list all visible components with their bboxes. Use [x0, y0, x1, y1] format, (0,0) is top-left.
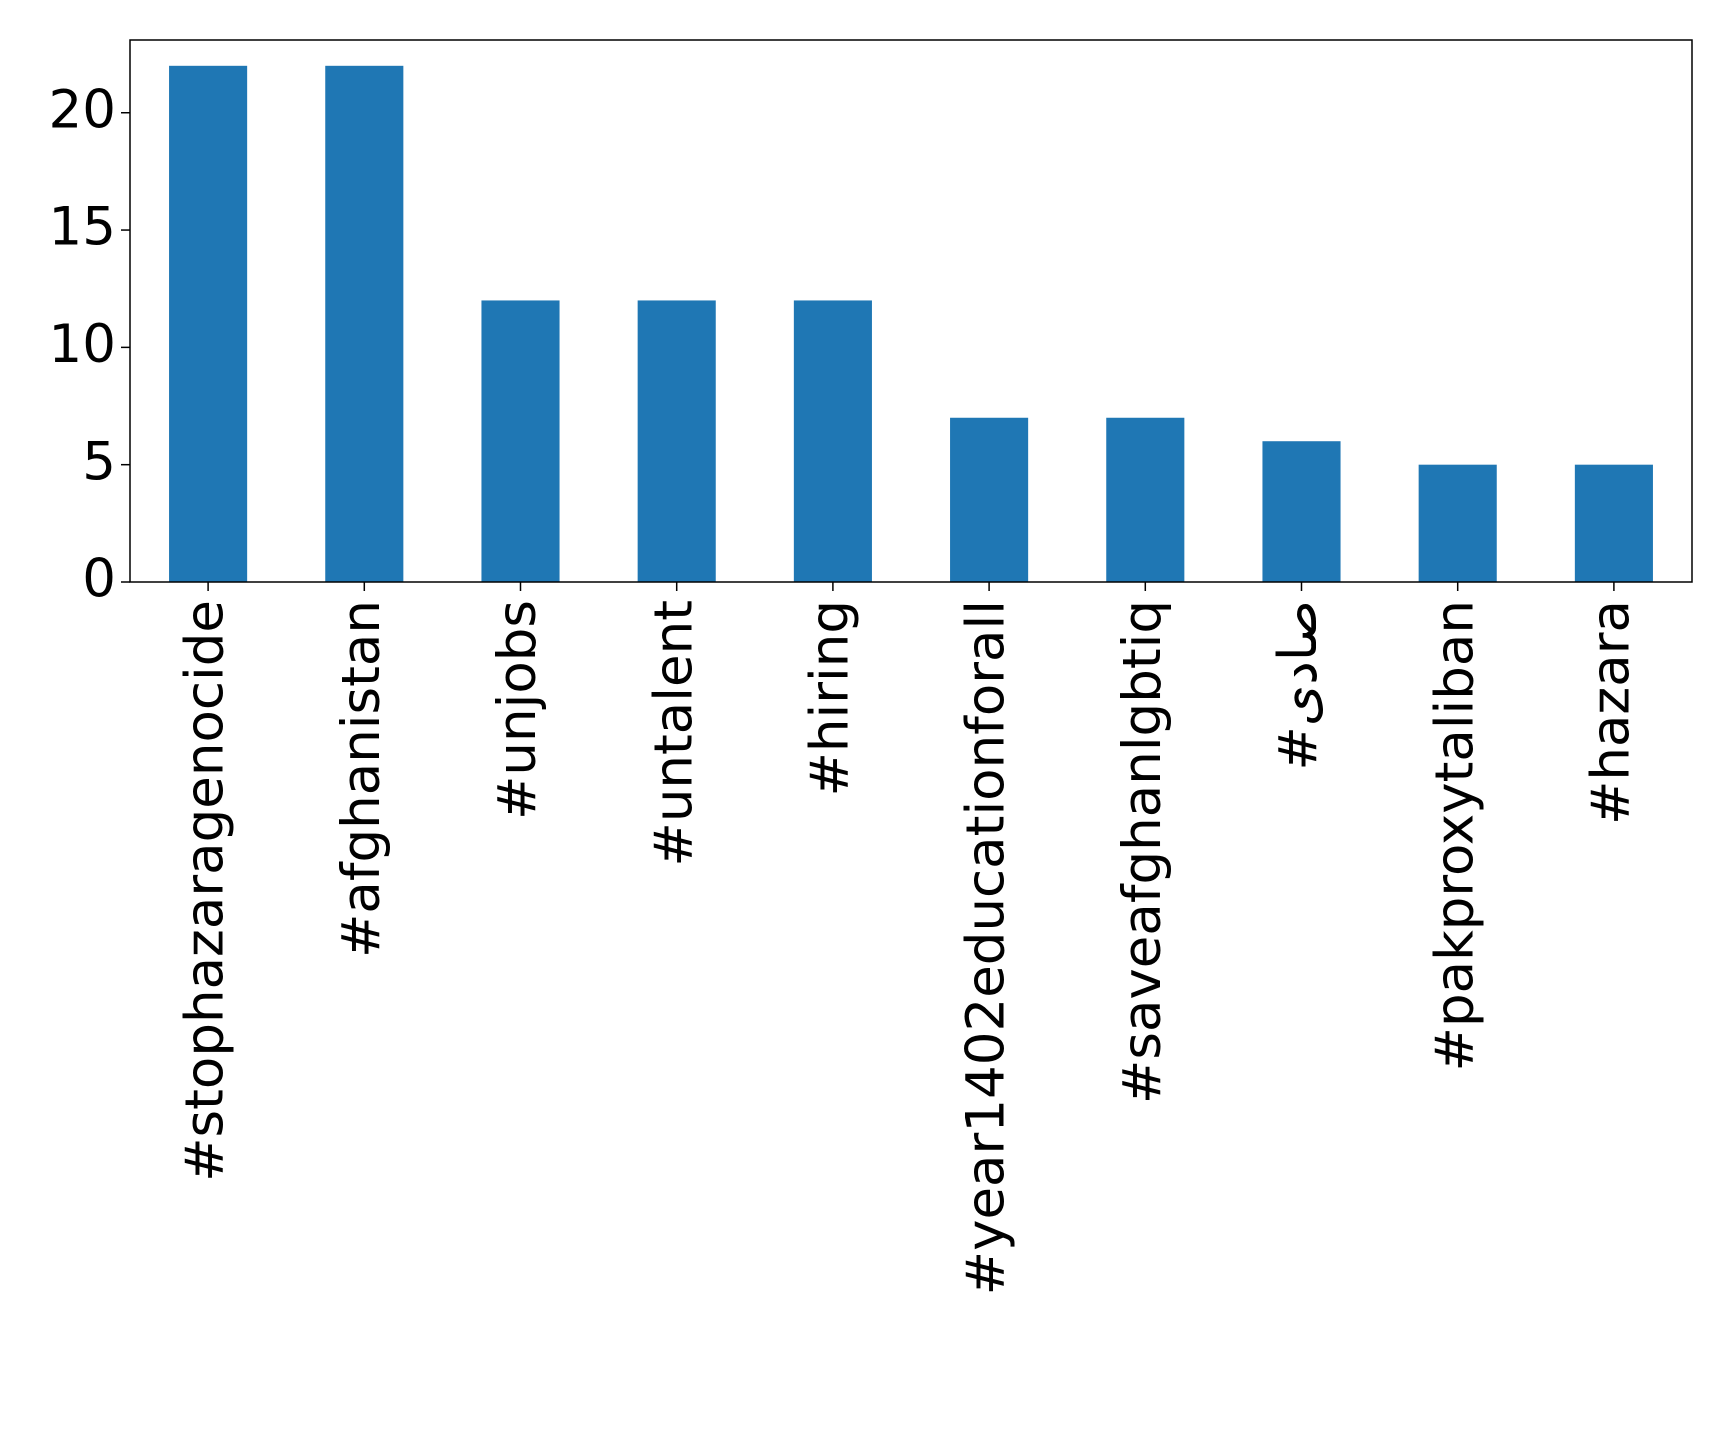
- x-tick-label: #saveafghanlgbtiq: [1112, 600, 1173, 1104]
- x-tick-label: #unjobs: [487, 600, 548, 820]
- plot-frame: [129, 39, 1693, 583]
- y-tick-label: 15: [49, 197, 116, 258]
- x-tick-label: #hiring: [800, 600, 861, 796]
- x-tick-label: #صادی: [1268, 600, 1329, 771]
- bar: [637, 300, 716, 582]
- bar: [1262, 441, 1341, 582]
- bar: [793, 300, 872, 582]
- x-tick-label: #afghanistan: [331, 600, 392, 958]
- x-tick-label: #hazara: [1581, 600, 1642, 825]
- bar: [325, 65, 404, 583]
- x-tick-label: #stophazaragenocide: [175, 600, 236, 1182]
- bar: [481, 300, 560, 582]
- x-tick-label: #year1402educationforall: [956, 600, 1017, 1295]
- y-tick-label: 5: [82, 431, 116, 492]
- bar: [1106, 417, 1185, 582]
- bar: [950, 417, 1029, 582]
- bar: [169, 65, 248, 583]
- bar: [1574, 464, 1653, 582]
- y-tick-label: 20: [49, 79, 116, 140]
- bar: [1418, 464, 1497, 582]
- x-tick-label: #untalent: [643, 600, 704, 867]
- y-tick-label: 10: [49, 314, 116, 375]
- x-tick-label: #pakproxytaliban: [1424, 600, 1485, 1071]
- y-tick-label: 0: [82, 549, 116, 610]
